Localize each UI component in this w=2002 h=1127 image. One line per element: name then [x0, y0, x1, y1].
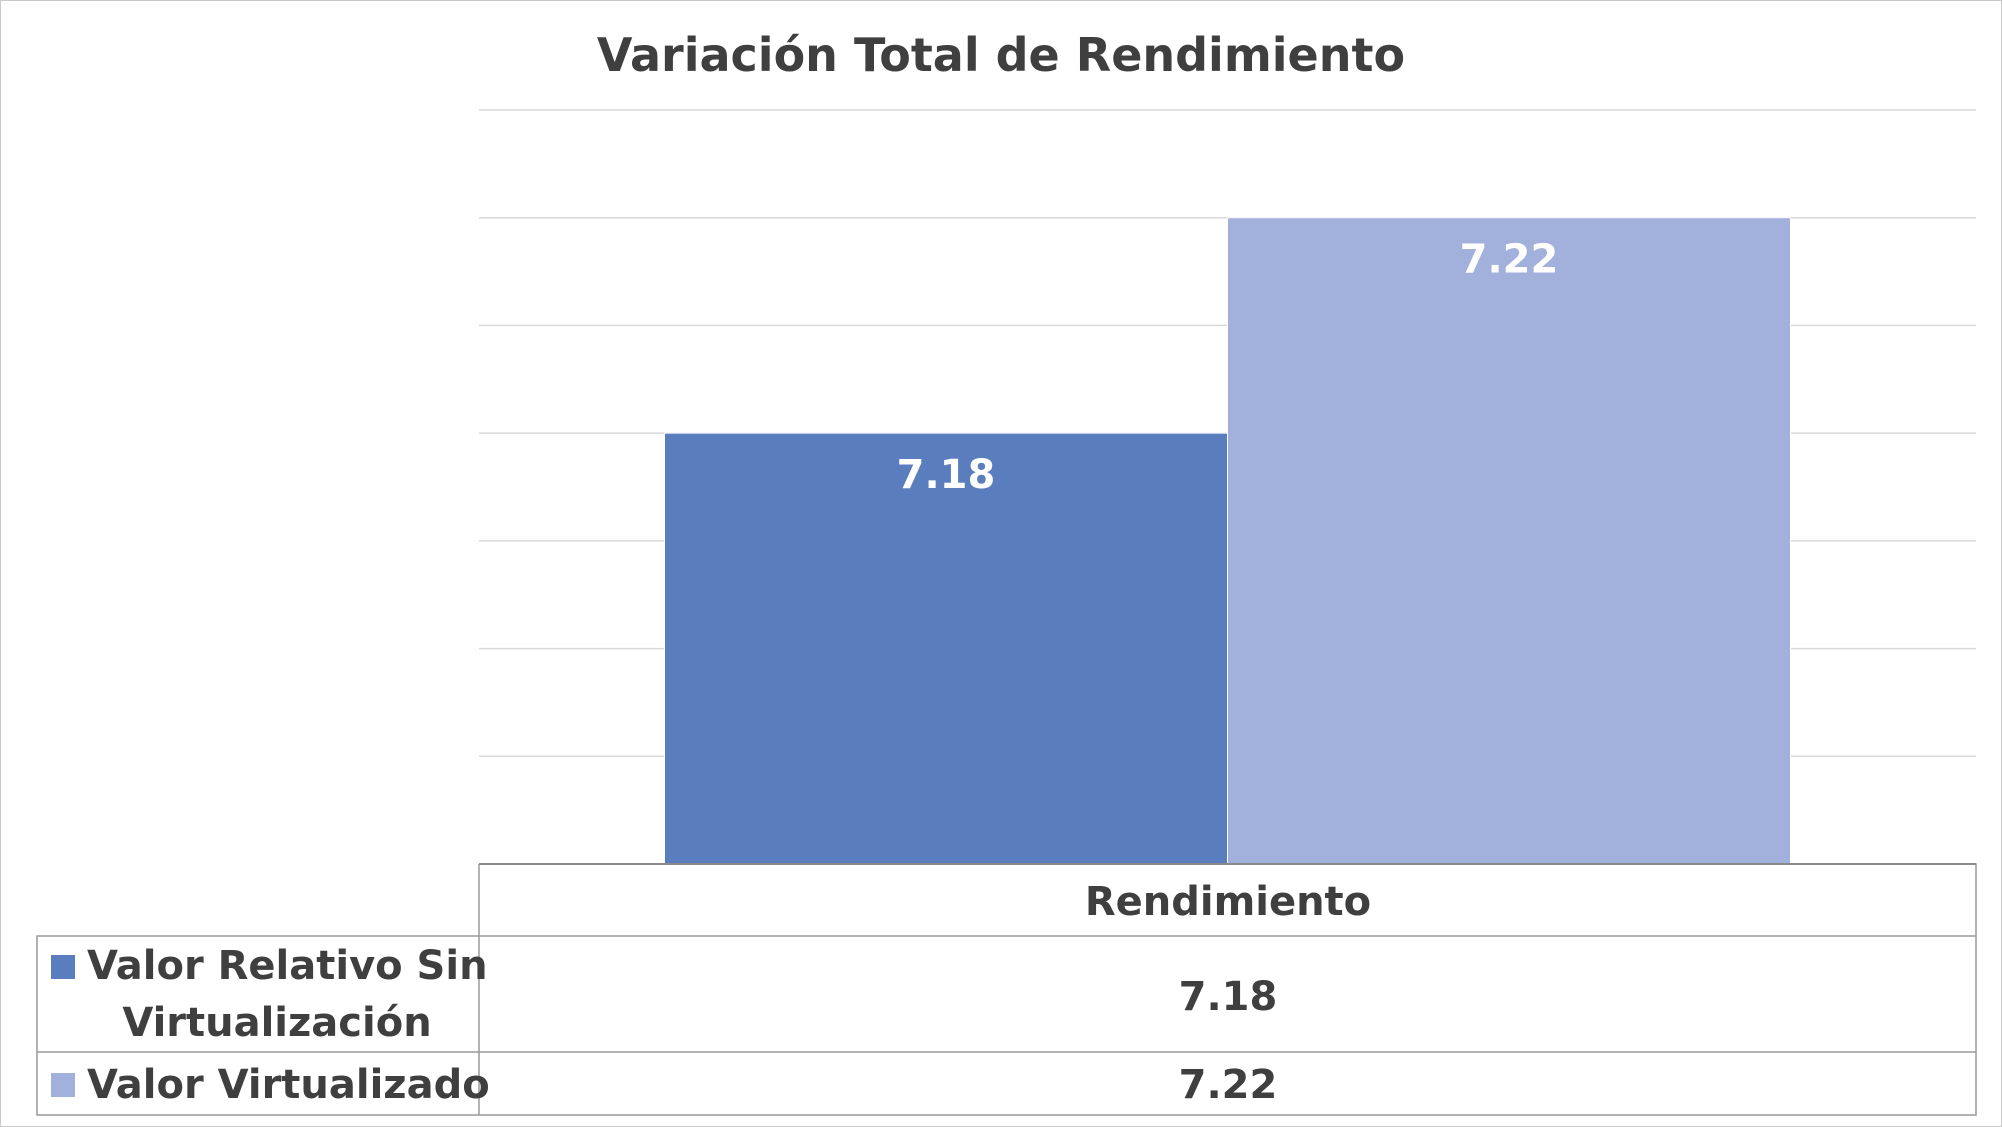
table-value-virtualizado: 7.22: [1179, 1062, 1278, 1108]
legend-key-sin-virtualizacion: [51, 955, 75, 979]
table-value-sin-virtualizacion: 7.18: [1179, 974, 1278, 1020]
legend-label-virtualizado: Valor Virtualizado: [87, 1062, 490, 1108]
data-label-virtualizado: 7.22: [1460, 237, 1559, 283]
data-labels: 7.18 7.22: [897, 237, 1559, 498]
data-table: Rendimiento Valor Relativo Sin Virtualiz…: [36, 863, 1977, 1116]
chart-title: Variación Total de Rendimiento: [597, 28, 1405, 82]
legend-label-sin-virtualizacion-line2: Virtualización: [122, 1000, 431, 1046]
bar-virtualizado: [1227, 217, 1791, 865]
bars: [664, 217, 1791, 865]
legend-label-sin-virtualizacion-line1: Valor Relativo Sin: [87, 943, 488, 989]
data-label-sin-virtualizacion: 7.18: [897, 452, 996, 498]
table-header-category: Rendimiento: [1085, 879, 1371, 925]
legend-key-virtualizado: [51, 1073, 75, 1097]
